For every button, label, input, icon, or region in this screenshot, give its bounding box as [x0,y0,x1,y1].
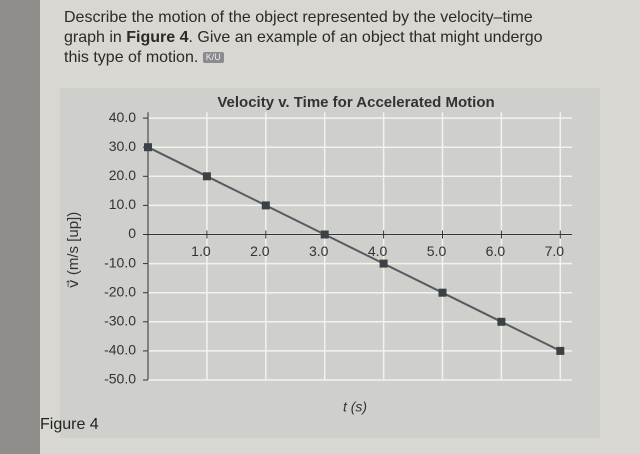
y-tick-label: 0 [128,225,136,241]
y-tick-label: 40.0 [109,109,136,125]
y-tick-label: -30.0 [104,313,136,329]
x-tick-label: 7.0 [545,243,565,259]
y-tick-label: 30.0 [109,138,136,154]
y-tick-label: 10.0 [109,196,136,212]
marker [320,230,329,239]
chart-title: Velocity v. Time for Accelerated Motion [217,94,494,111]
marker [497,317,506,326]
badge: K/U [202,52,224,64]
marker [144,143,152,152]
y-axis-label: v⃗ (m/s [up]) [65,212,82,288]
line [147,146,561,352]
caption: Figure 4 [40,416,99,433]
y-tick-label: -40.0 [104,342,136,358]
question: Describe the motion of the object repres… [64,8,544,68]
x-tick-label: 1.0 [191,243,211,259]
marker [202,172,211,181]
y-tick-label: -10.0 [104,254,136,270]
figure-ref: Figure 4 [126,29,189,46]
marker [261,201,270,210]
y-tick-label: -20.0 [104,283,136,299]
x-tick-label: 5.0 [427,243,447,259]
marker [379,259,388,268]
y-tick-label: 20.0 [109,167,136,183]
marker [438,288,447,297]
x-tick-label: 2.0 [250,243,270,259]
x-tick-label: 3.0 [309,243,329,259]
x-tick-label: 4.0 [368,243,388,259]
y-tick-label: -50.0 [104,371,136,387]
x-axis-label: t (s) [343,399,367,415]
x-tick-label: 6.0 [486,243,506,259]
question-text: . Give an example of an object that migh… [64,29,543,66]
question-text: Describe the motion of the object repres… [64,9,533,46]
marker [556,346,565,355]
